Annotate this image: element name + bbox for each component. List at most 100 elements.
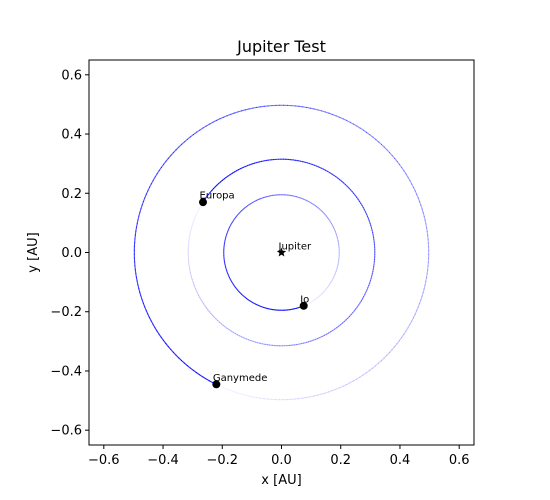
orbit-trail-segment xyxy=(190,274,193,278)
orbit-trail-segment xyxy=(333,226,335,230)
orbit-trail-segment xyxy=(403,170,407,175)
orbit-trail-segment xyxy=(349,380,354,384)
orbit-trail-segment xyxy=(154,327,158,332)
orbit-trail-segment xyxy=(237,392,242,395)
orbit-trail-segment xyxy=(215,318,219,322)
orbit-trail-segment xyxy=(409,180,413,185)
orbit-trail-segment xyxy=(170,348,174,353)
orbit-trail-segment xyxy=(359,374,364,378)
orbit-trail-segment xyxy=(158,333,162,338)
orbit-trail-segment xyxy=(208,311,212,315)
orbit-trail-segment xyxy=(334,327,338,330)
orbit-trail-segment xyxy=(191,223,194,228)
orbit-trail-segment xyxy=(178,143,183,148)
orbit-trail-segment xyxy=(148,316,152,322)
orbit-trail-segment xyxy=(196,292,200,296)
y-axis-label: y [AU] xyxy=(26,232,41,272)
orbit-trail-segment xyxy=(212,119,218,123)
body-markers: Jupiter Io Europa Ganymede xyxy=(199,191,312,389)
orbit-trail-segment xyxy=(180,359,185,364)
orbit-trail-segment xyxy=(407,176,411,182)
y-tick-label: 0.6 xyxy=(61,68,82,83)
orbit-trail-segment xyxy=(330,280,333,284)
orbit-trail-segment xyxy=(425,223,428,229)
orbit-trail-segment xyxy=(205,378,211,382)
orbit-trail-segment xyxy=(314,337,319,340)
orbit-trail-segment xyxy=(321,211,324,214)
orbit-trail-segment xyxy=(194,214,197,218)
orbit-trail-segment xyxy=(356,376,361,380)
orbit-trail-segment xyxy=(323,289,327,292)
orbit-trail-segment xyxy=(209,121,214,125)
orbit-trail-segment xyxy=(326,216,329,220)
y-tick-label: −0.4 xyxy=(50,364,82,379)
orbit-trail-segment xyxy=(331,278,334,281)
orbit-trail-segment xyxy=(334,229,336,233)
orbit-trail-segment xyxy=(195,372,201,376)
orbit-trail-segment xyxy=(307,302,310,305)
orbit-trail-segment xyxy=(298,105,304,108)
orbit-trail-segment xyxy=(346,120,351,123)
orbit-trail-segment xyxy=(386,149,391,154)
orbit-trail-segment xyxy=(422,288,425,294)
moon-point-ganymede xyxy=(212,380,221,389)
orbit-trail-segment xyxy=(193,283,196,287)
orbit-trail-segment xyxy=(425,277,428,282)
chart-title: Jupiter Test xyxy=(236,37,326,56)
orbit-trail-segment xyxy=(202,125,207,129)
orbit-trail-segment xyxy=(250,340,254,342)
orbit-trail-segment xyxy=(320,292,323,295)
orbit-trail-segment xyxy=(222,324,226,328)
orbit-trail-segment xyxy=(324,214,327,217)
moon-label-io: Io xyxy=(300,294,309,305)
orbit-trail-segment xyxy=(156,330,160,335)
orbit-trail-segment xyxy=(208,380,214,384)
orbit-trail-segment xyxy=(142,197,146,202)
x-tick-label: 0.2 xyxy=(330,453,351,468)
orbit-trail-segment xyxy=(401,167,405,172)
orbit-trail-segment xyxy=(324,111,330,114)
orbit-trail-segment xyxy=(158,166,162,172)
orbit-trail-segment xyxy=(307,340,312,343)
orbit-trail-segment xyxy=(202,376,207,380)
orbit-trail-segment xyxy=(254,341,259,344)
orbit-trail-segment xyxy=(217,319,221,323)
orbit-trail-segment xyxy=(183,362,188,367)
orbit-trail-segment xyxy=(409,320,413,326)
orbit-trail-segment xyxy=(416,193,419,199)
orbit-trail-segment xyxy=(422,212,425,217)
orbit-trail-segment xyxy=(248,339,252,342)
orbit-trail-segment xyxy=(156,170,160,175)
orbit-trail-segment xyxy=(368,367,374,372)
orbit-trail-segment xyxy=(321,110,326,113)
orbit-trail-segment xyxy=(323,333,328,336)
orbit-trail-segment xyxy=(162,339,167,345)
orbit-trail-segment xyxy=(252,106,258,109)
orbit-trail-segment xyxy=(302,198,306,201)
orbit-trail-segment xyxy=(256,106,262,108)
orbit-trail-segment xyxy=(149,183,152,188)
orbit-trail-segment xyxy=(359,127,364,131)
orbit-trail-segment xyxy=(329,282,332,285)
orbit-trail-segment xyxy=(189,271,192,276)
orbit-trail-segment xyxy=(228,329,232,332)
orbit-trail-segment xyxy=(252,340,257,343)
orbit-trail-segment xyxy=(317,295,320,298)
orbit-trail-segment xyxy=(150,179,154,185)
orbit-trail-segment xyxy=(375,138,380,143)
orbit-trail-segment xyxy=(181,141,186,145)
central-body-label: Jupiter xyxy=(278,242,312,253)
orbit-trail-segment xyxy=(237,110,243,113)
orbit-trail-segment xyxy=(414,190,418,196)
moon-label-ganymede: Ganymede xyxy=(213,373,268,384)
orbit-trail-segment xyxy=(160,336,165,341)
orbit-trail-segment xyxy=(365,289,368,293)
orbit-trail-segment xyxy=(196,210,199,214)
orbit-trail-segment xyxy=(222,387,228,390)
orbit-trail-segment xyxy=(334,271,337,274)
orbit-trail-segment xyxy=(322,212,325,215)
orbit-trail-segment xyxy=(134,230,137,236)
orbit-trail-segment xyxy=(324,288,328,291)
orbit-trail-segment xyxy=(405,327,409,332)
